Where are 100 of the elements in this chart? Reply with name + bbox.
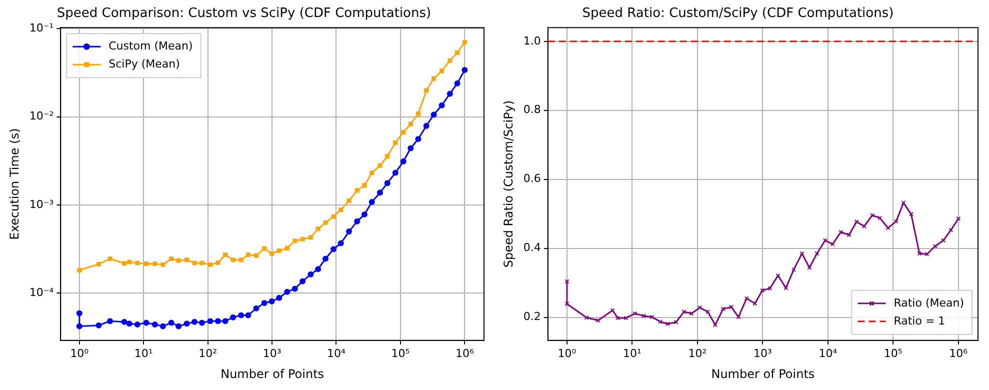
point bbox=[440, 68, 444, 74]
point bbox=[284, 246, 290, 250]
x-tick-label: 10¹ bbox=[134, 346, 153, 360]
point bbox=[152, 261, 158, 266]
point bbox=[184, 258, 190, 262]
point bbox=[446, 90, 453, 97]
point bbox=[728, 304, 734, 310]
point bbox=[308, 235, 313, 240]
point bbox=[184, 320, 190, 327]
legend-label: Ratio = 1 bbox=[894, 314, 946, 328]
point bbox=[744, 296, 749, 301]
point bbox=[878, 216, 882, 220]
point bbox=[292, 286, 298, 292]
point bbox=[169, 256, 174, 262]
point bbox=[784, 286, 788, 290]
point bbox=[208, 262, 212, 267]
y-tick-label: 0.2 bbox=[523, 310, 541, 324]
point bbox=[736, 314, 741, 320]
point bbox=[222, 318, 228, 324]
point bbox=[791, 267, 796, 272]
point bbox=[214, 318, 221, 324]
x-tick-label: 10⁰ bbox=[70, 346, 90, 360]
point bbox=[430, 112, 437, 118]
legend-label: SciPy (Mean) bbox=[108, 57, 180, 70]
point bbox=[454, 80, 460, 86]
point bbox=[230, 258, 236, 262]
point bbox=[223, 252, 228, 258]
point bbox=[455, 50, 460, 55]
point bbox=[752, 301, 758, 306]
y-tick-label: 0.8 bbox=[523, 103, 541, 116]
legend-label: Custom (Mean) bbox=[108, 39, 193, 52]
point bbox=[768, 286, 772, 291]
point bbox=[901, 200, 906, 206]
point bbox=[354, 218, 360, 224]
point bbox=[330, 246, 337, 252]
point bbox=[846, 232, 852, 238]
legend-label: Ratio (Mean) bbox=[894, 296, 964, 310]
point bbox=[838, 230, 844, 234]
x-tick-label: 10⁵ bbox=[391, 346, 410, 360]
point bbox=[176, 258, 181, 263]
point bbox=[238, 312, 244, 318]
point bbox=[384, 180, 390, 186]
point bbox=[415, 136, 422, 142]
point bbox=[424, 88, 429, 93]
x-tick-label: 10⁶ bbox=[949, 346, 968, 360]
point bbox=[276, 294, 282, 301]
point bbox=[361, 211, 368, 218]
point bbox=[300, 278, 306, 284]
point bbox=[760, 288, 765, 293]
point bbox=[245, 312, 252, 318]
point bbox=[300, 236, 305, 242]
point bbox=[370, 170, 374, 175]
x-axis-title: Number of Points bbox=[220, 366, 324, 381]
point bbox=[908, 212, 914, 216]
point bbox=[143, 320, 150, 326]
x-tick-label: 10¹ bbox=[622, 346, 642, 360]
point bbox=[800, 251, 804, 256]
point bbox=[941, 238, 946, 243]
point bbox=[362, 183, 367, 188]
point bbox=[144, 261, 149, 266]
point bbox=[346, 198, 352, 203]
y-axis-title: Speed Ratio (Custom/SciPy) bbox=[501, 100, 516, 268]
y-tick-label: 10⁻² bbox=[29, 110, 54, 123]
point bbox=[431, 76, 436, 81]
point bbox=[192, 260, 197, 266]
x-tick-label: 10⁵ bbox=[884, 346, 902, 360]
point bbox=[323, 220, 328, 225]
point bbox=[338, 240, 344, 246]
point bbox=[400, 158, 406, 164]
point bbox=[368, 198, 375, 205]
point bbox=[354, 188, 360, 193]
point bbox=[682, 310, 686, 314]
point bbox=[268, 298, 275, 304]
point bbox=[253, 305, 260, 312]
point bbox=[376, 190, 383, 196]
point bbox=[122, 261, 127, 266]
point bbox=[191, 318, 198, 325]
point bbox=[269, 251, 274, 256]
point bbox=[462, 67, 468, 74]
point bbox=[462, 40, 467, 44]
point bbox=[238, 258, 244, 262]
point bbox=[807, 265, 812, 270]
point bbox=[315, 266, 322, 272]
point bbox=[392, 170, 398, 176]
point bbox=[408, 122, 413, 126]
point bbox=[160, 262, 166, 267]
point bbox=[207, 318, 214, 324]
point bbox=[230, 314, 236, 320]
y-tick-label: 1.0 bbox=[523, 34, 541, 48]
chart-title: Speed Ratio: Custom/SciPy (CDF Computations) bbox=[582, 6, 894, 22]
point bbox=[378, 163, 382, 168]
point bbox=[176, 323, 182, 330]
x-tick-label: 10³ bbox=[753, 346, 772, 360]
point bbox=[632, 311, 638, 316]
point bbox=[862, 224, 866, 229]
point bbox=[160, 323, 166, 330]
chart-title: Speed Comparison: Custom vs SciPy (CDF Computations) bbox=[56, 6, 432, 22]
point bbox=[610, 308, 615, 313]
point bbox=[254, 253, 259, 258]
y-tick-label: 10⁻³ bbox=[29, 198, 54, 211]
